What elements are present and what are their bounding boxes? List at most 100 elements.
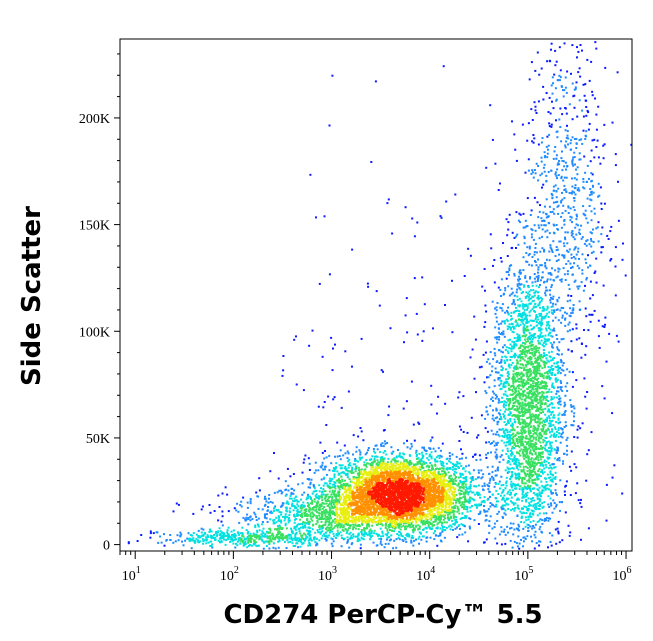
data-point: [540, 224, 543, 227]
data-point: [336, 529, 339, 532]
data-point: [301, 471, 304, 474]
data-point: [328, 527, 331, 530]
data-point: [230, 530, 233, 533]
data-point: [386, 202, 389, 205]
data-point: [381, 524, 384, 527]
data-point: [218, 527, 221, 530]
data-point: [424, 522, 427, 525]
data-point: [219, 530, 222, 533]
data-point: [489, 505, 492, 508]
data-point: [557, 366, 560, 369]
data-point: [570, 340, 573, 343]
data-point: [352, 463, 355, 466]
data-point: [526, 491, 529, 494]
data-point: [591, 90, 594, 93]
data-point: [572, 206, 575, 209]
data-point: [545, 420, 548, 423]
data-point: [593, 156, 596, 159]
data-point: [556, 228, 559, 230]
data-point: [534, 305, 537, 308]
data-point: [561, 316, 564, 319]
data-point: [362, 439, 365, 442]
data-point: [520, 469, 523, 472]
data-point: [422, 461, 425, 464]
data-point: [519, 422, 522, 425]
data-point: [343, 483, 346, 486]
data-point: [564, 86, 567, 89]
data-point: [300, 536, 303, 539]
data-point: [361, 537, 364, 540]
data-point: [339, 458, 342, 461]
data-point: [436, 412, 438, 415]
data-point: [484, 351, 487, 354]
data-point: [550, 424, 553, 427]
data-point: [514, 354, 517, 357]
data-point: [539, 504, 541, 507]
data-point: [567, 524, 570, 527]
data-point: [548, 133, 551, 136]
data-point: [395, 460, 397, 463]
data-point: [300, 498, 302, 501]
data-point: [542, 438, 545, 441]
data-point: [302, 542, 305, 545]
data-point: [214, 536, 217, 539]
data-point: [576, 46, 578, 49]
data-point: [496, 513, 499, 515]
data-point: [520, 319, 523, 321]
data-point: [486, 510, 489, 513]
data-point: [405, 533, 408, 536]
data-point: [517, 416, 520, 419]
data-point: [331, 538, 334, 541]
data-point: [607, 238, 610, 240]
data-point: [550, 492, 553, 494]
data-point: [359, 451, 362, 454]
data-point: [524, 422, 527, 425]
data-point: [518, 461, 521, 464]
data-point: [579, 427, 582, 430]
data-point: [525, 345, 527, 348]
data-point: [590, 431, 593, 434]
data-point: [545, 354, 548, 357]
data-point: [530, 236, 533, 239]
data-point: [485, 538, 488, 541]
data-point: [554, 489, 557, 492]
data-point: [485, 310, 488, 313]
data-point: [346, 530, 349, 533]
data-point: [597, 195, 600, 198]
data-point: [549, 541, 552, 543]
data-point: [556, 527, 559, 530]
data-point: [501, 396, 504, 399]
data-point: [263, 534, 266, 537]
data-point: [503, 292, 505, 295]
data-point: [543, 151, 546, 154]
data-point: [549, 211, 552, 214]
data-point: [573, 415, 575, 418]
data-point: [534, 530, 537, 533]
data-point: [332, 347, 334, 350]
data-point: [544, 402, 547, 405]
data-point: [376, 523, 379, 526]
data-point: [285, 502, 288, 505]
data-point: [555, 249, 558, 252]
data-point: [215, 530, 218, 533]
data-point: [548, 425, 551, 428]
data-point: [505, 408, 507, 411]
data-point: [525, 252, 528, 254]
data-point: [536, 495, 539, 498]
data-point: [331, 530, 334, 533]
data-point: [547, 316, 550, 318]
data-point: [590, 232, 593, 235]
data-point: [542, 446, 544, 449]
data-point: [589, 280, 592, 283]
data-point: [578, 300, 581, 303]
data-point: [515, 492, 517, 495]
data-point: [512, 377, 515, 380]
data-point: [519, 510, 522, 513]
data-point: [538, 512, 541, 515]
data-point: [505, 435, 508, 438]
data-point: [590, 172, 593, 175]
data-point: [530, 500, 533, 503]
data-point: [489, 404, 492, 407]
data-point: [540, 67, 543, 70]
data-point: [369, 538, 371, 541]
